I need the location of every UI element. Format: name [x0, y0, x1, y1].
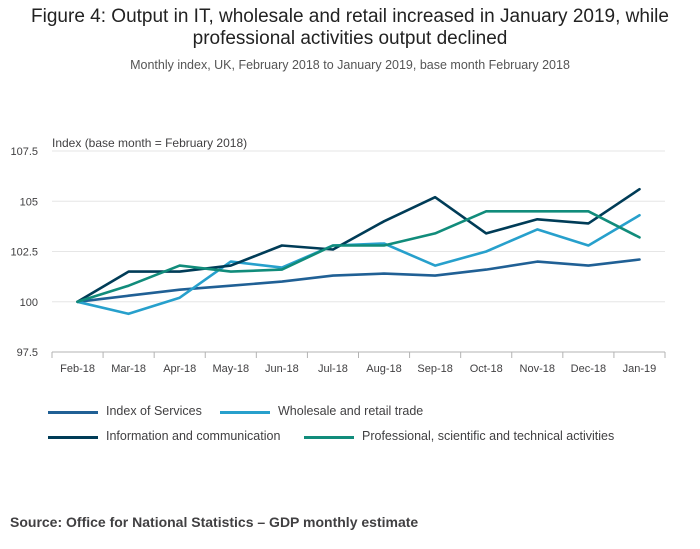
chart-title-line-1: Figure 4: Output in IT, wholesale and re… — [31, 6, 669, 27]
x-tick-label: Apr-18 — [163, 363, 196, 375]
legend-swatch — [304, 436, 354, 439]
legend-label: Index of Services — [106, 404, 202, 418]
x-tick-label: Oct-18 — [470, 363, 503, 375]
x-tick-label: Feb-18 — [60, 363, 95, 375]
source-note: Source: Office for National Statistics –… — [10, 514, 419, 530]
chart-subtitle: Monthly index, UK, February 2018 to Janu… — [130, 58, 570, 72]
x-tick-label: Mar-18 — [111, 363, 146, 375]
y-tick-label: 102.5 — [10, 247, 38, 259]
legend-swatch — [220, 411, 270, 414]
x-tick-label: Jul-18 — [318, 363, 348, 375]
chart-title-line-2: professional activities output declined — [192, 28, 508, 49]
legend-swatch — [48, 411, 98, 414]
x-tick-label: Sep-18 — [417, 363, 452, 375]
y-tick-label: 100 — [20, 297, 38, 309]
x-tick-label: May-18 — [212, 363, 249, 375]
series-lines — [76, 187, 641, 316]
series-line-index-of-services — [76, 258, 641, 304]
gridlines — [52, 150, 665, 353]
y-axis-title: Index (base month = February 2018) — [52, 136, 247, 150]
x-tick-label: Jun-18 — [265, 363, 299, 375]
line-chart: 97.5 100 102.5 105 107.5 Feb-18 Mar-18 Apr-18 Ma… — [10, 136, 666, 375]
x-tick-label: Aug-18 — [366, 363, 401, 375]
x-tick-label: Nov-18 — [520, 363, 555, 375]
legend-label: Wholesale and retail trade — [278, 404, 424, 418]
x-tick-label: Dec-18 — [571, 363, 606, 375]
y-tick-label: 107.5 — [10, 146, 38, 158]
legend-swatch — [48, 436, 98, 439]
axes: 97.5 100 102.5 105 107.5 Feb-18 Mar-18 Apr-18 Ma… — [10, 146, 666, 375]
series-line-information-and-communication — [76, 187, 641, 304]
series-line-wholesale-and-retail-trade — [76, 214, 641, 316]
y-tick-label: 105 — [20, 196, 38, 208]
legend-label: Professional, scientific and technical a… — [362, 429, 615, 443]
y-tick-label: 97.5 — [17, 347, 38, 359]
chart-title: Figure 4: Output in IT, wholesale and re… — [0, 6, 700, 50]
legend-label: Information and communication — [106, 429, 281, 443]
x-tick-label: Jan-19 — [623, 363, 657, 375]
series-line-professional-scientific-and-technical-activities — [76, 210, 641, 304]
